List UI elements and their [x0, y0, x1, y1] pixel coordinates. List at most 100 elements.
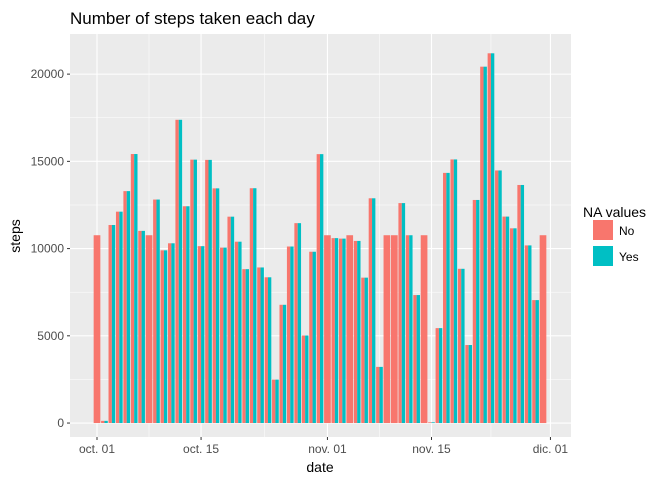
- bar-yes: [260, 267, 264, 424]
- bar-yes: [163, 250, 168, 424]
- bar-no: [242, 269, 246, 424]
- bar-yes: [282, 304, 287, 424]
- bar-no: [502, 216, 506, 424]
- chart-title: Number of steps taken each day: [70, 9, 315, 28]
- bar-yes: [528, 245, 532, 424]
- bar-no: [182, 206, 187, 424]
- legend: NA values No Yes: [583, 204, 646, 266]
- bar-yes: [520, 184, 525, 424]
- x-tick-label: oct. 15: [183, 442, 219, 456]
- legend-swatch-yes: [593, 246, 613, 266]
- bar-no: [390, 235, 398, 424]
- bar-no: [220, 247, 224, 424]
- bar-no: [93, 235, 101, 424]
- bar-yes: [416, 295, 420, 424]
- bar-yes: [134, 154, 138, 424]
- y-tick-label: 0: [57, 416, 64, 430]
- bar-yes: [334, 238, 339, 424]
- bar-yes: [498, 170, 502, 424]
- bar-no: [294, 223, 298, 424]
- bar-no: [227, 216, 231, 424]
- bar-yes: [513, 228, 517, 424]
- bars: [93, 53, 547, 424]
- bar-no: [472, 199, 477, 424]
- bar-no: [123, 191, 127, 424]
- bar-yes: [275, 379, 279, 424]
- bar-no: [405, 235, 410, 424]
- bar-yes: [357, 240, 361, 424]
- bar-no: [264, 277, 268, 424]
- bar-no: [420, 235, 428, 424]
- bar-no: [286, 246, 291, 424]
- bar-no: [272, 379, 276, 424]
- bar-yes: [438, 328, 443, 424]
- bar-yes: [208, 159, 212, 424]
- bar-yes: [476, 199, 480, 424]
- bar-yes: [401, 203, 406, 424]
- bar-no: [167, 243, 172, 424]
- bar-no: [175, 119, 179, 424]
- bar-no: [190, 159, 194, 424]
- y-tick-label: 15000: [31, 154, 65, 168]
- bar-no: [376, 366, 380, 424]
- bar-no: [130, 154, 135, 424]
- x-tick-label: dic. 01: [533, 442, 569, 456]
- bar-no: [279, 304, 283, 424]
- bar-yes: [490, 53, 495, 424]
- bar-yes: [223, 247, 227, 424]
- bar-yes: [312, 251, 316, 424]
- bar-no: [108, 224, 112, 424]
- bar-yes: [431, 422, 435, 424]
- bar-no: [495, 170, 499, 424]
- bar-yes: [446, 172, 450, 424]
- bar-no: [212, 188, 216, 424]
- bar-no: [249, 188, 254, 424]
- bar-no: [517, 184, 521, 424]
- bar-no: [383, 235, 391, 424]
- bar-no: [539, 235, 547, 424]
- bar-yes: [193, 159, 197, 424]
- bar-yes: [126, 191, 131, 424]
- bar-yes: [253, 188, 257, 424]
- bar-no: [532, 300, 536, 424]
- bar-no: [428, 422, 432, 424]
- bar-no: [234, 241, 239, 424]
- bar-yes: [461, 268, 465, 424]
- bar-no: [457, 268, 462, 424]
- legend-title: NA values: [583, 204, 646, 220]
- bar-no: [145, 235, 153, 424]
- bar-no: [413, 295, 417, 424]
- bar-no: [398, 203, 402, 424]
- bar-yes: [111, 224, 116, 424]
- x-axis: oct. 01 oct. 15 nov. 01 nov. 15 dic. 01: [79, 437, 568, 456]
- bar-yes: [215, 188, 220, 424]
- bar-yes: [453, 159, 458, 424]
- legend-label-yes: Yes: [619, 250, 639, 264]
- bar-no: [435, 328, 439, 424]
- bar-yes: [372, 198, 376, 424]
- x-tick-label: nov. 01: [308, 442, 347, 456]
- bar-no: [138, 230, 142, 424]
- bar-yes: [320, 154, 324, 424]
- bar-yes: [297, 223, 302, 424]
- bar-no: [443, 172, 447, 424]
- bar-no: [524, 245, 529, 424]
- bar-no: [331, 238, 335, 424]
- bar-no: [353, 240, 358, 424]
- bar-yes: [505, 216, 510, 424]
- bar-yes: [267, 277, 272, 424]
- bar-no: [115, 211, 120, 424]
- bar-yes: [305, 335, 309, 424]
- bar-yes: [409, 235, 413, 424]
- bar-yes: [342, 238, 346, 424]
- bar-yes: [141, 230, 145, 424]
- bar-yes: [201, 246, 205, 424]
- bar-no: [205, 159, 209, 424]
- bar-yes: [290, 246, 294, 424]
- bar-yes: [178, 119, 183, 424]
- bar-no: [361, 277, 365, 424]
- y-tick-label: 20000: [31, 67, 65, 81]
- bar-no: [160, 250, 164, 424]
- bar-no: [450, 159, 454, 424]
